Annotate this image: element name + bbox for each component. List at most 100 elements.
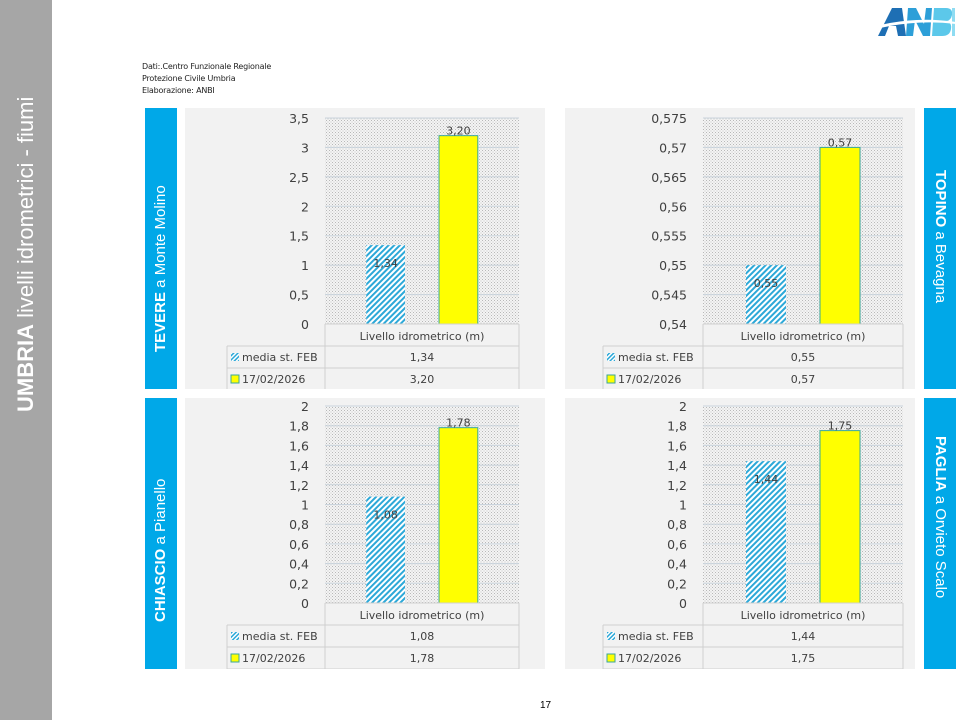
station-name: a Orvieto Scalo xyxy=(932,491,949,599)
legend-key-media-feb xyxy=(607,353,615,361)
chart-panel-paglia: 0 0,2 0,4 0,6 0,8 1 1,2 1,4 1,6 1,8 2 1,44 1,75 Livel… xyxy=(565,398,915,670)
data-label: 1,75 xyxy=(828,420,853,433)
river-name: TOPINO xyxy=(932,170,949,228)
chart-panel-tevere: 0 0,5 1 1,5 2 2,5 3 3,5 1,34 3,20 Livello idrometr… xyxy=(185,108,545,391)
river-name: CHIASCIO xyxy=(152,548,169,622)
y-tick-label: 0,2 xyxy=(667,576,687,591)
page-number: 17 xyxy=(540,700,552,711)
y-tick-label: 1 xyxy=(301,498,309,513)
y-tick-label: 0 xyxy=(301,596,309,611)
y-tick-label: 2 xyxy=(301,399,309,414)
slide-title-subject: livelli idrometrici - fiumi xyxy=(13,96,38,324)
category-label: Livello idrometrico (m) xyxy=(741,609,866,622)
legend-label: media st. FEB xyxy=(242,630,318,643)
legend-label: media st. FEB xyxy=(618,630,694,643)
legend-label: media st. FEB xyxy=(618,351,694,364)
plot-area xyxy=(703,118,903,324)
category-label: Livello idrometrico (m) xyxy=(741,330,866,343)
chart-panel-topino: 0,54 0,545 0,55 0,555 0,56 0,565 0,57 0,575 0,55… xyxy=(565,108,915,391)
y-tick-label: 0,6 xyxy=(289,537,309,552)
category-label: Livello idrometrico (m) xyxy=(360,609,485,622)
legend-label: media st. FEB xyxy=(242,351,318,364)
legend-label: 17/02/2026 xyxy=(242,652,305,665)
bar-media-feb xyxy=(366,245,405,324)
river-name: TEVERE xyxy=(152,291,169,352)
data-label: 1,78 xyxy=(446,417,471,430)
bar-date xyxy=(819,146,861,325)
legend-label: 17/02/2026 xyxy=(618,652,681,665)
data-label: 1,44 xyxy=(754,473,779,486)
data-label: 0,55 xyxy=(754,277,779,290)
legend-key-date xyxy=(606,653,616,663)
y-tick-label: 0,8 xyxy=(667,517,687,532)
y-tick-label: 0,2 xyxy=(289,576,309,591)
y-tick-label: 0,4 xyxy=(667,557,687,572)
y-tick-label: 0,6 xyxy=(667,537,687,552)
slide-title-region: UMBRIA xyxy=(13,324,38,412)
station-label-text: PAGLIA a Orvieto Scalo xyxy=(931,436,949,598)
bar-media-feb xyxy=(366,496,405,603)
table-value: 1,44 xyxy=(791,630,816,643)
table-value: 1,34 xyxy=(410,351,435,364)
y-tick-label: 3,5 xyxy=(289,111,309,126)
legend-key-media-feb xyxy=(231,353,239,361)
sidebar: UMBRIA livelli idrometrici - fiumi xyxy=(0,0,52,720)
source-line-1: Dati:.Centro Funzionale Regionale xyxy=(142,62,272,71)
station-name: a Monte Molino xyxy=(152,185,169,292)
y-tick-label: 1,4 xyxy=(289,458,309,473)
y-tick-label: 1,6 xyxy=(667,438,687,453)
y-tick-label: 1,2 xyxy=(289,478,309,493)
y-tick-label: 0 xyxy=(301,317,309,332)
legend-key-media-feb xyxy=(607,632,615,640)
bar-date xyxy=(819,430,861,604)
category-label: Livello idrometrico (m) xyxy=(360,330,485,343)
y-tick-label: 1,4 xyxy=(667,458,687,473)
table-value: 1,78 xyxy=(410,652,435,665)
logo-letter-a xyxy=(878,8,906,36)
y-tick-label: 1,8 xyxy=(289,419,309,434)
y-tick-label: 2,5 xyxy=(289,170,309,185)
bar-media-feb xyxy=(746,265,786,324)
y-tick-label: 0,8 xyxy=(289,517,309,532)
data-source: Dati:.Centro Funzionale Regionale Protez… xyxy=(142,61,271,97)
station-label-tevere: TEVERE a Monte Molino xyxy=(145,108,177,389)
legend-label: 17/02/2026 xyxy=(618,373,681,386)
data-label: 1,34 xyxy=(373,257,398,270)
legend-key-date xyxy=(230,374,240,384)
legend-key-date xyxy=(606,374,616,384)
river-name: PAGLIA xyxy=(932,436,949,492)
y-tick-label: 0,545 xyxy=(651,288,687,303)
legend-key-media-feb xyxy=(231,632,239,640)
table-value: 1,08 xyxy=(410,630,435,643)
station-label-text: TEVERE a Monte Molino xyxy=(152,185,170,352)
plot-area xyxy=(325,118,519,324)
legend-key-date xyxy=(230,653,240,663)
y-tick-label: 1 xyxy=(301,258,309,273)
logo-wave xyxy=(876,19,956,29)
y-tick-label: 0,575 xyxy=(651,111,687,126)
y-tick-label: 0,555 xyxy=(651,229,687,244)
station-name: a Bevagna xyxy=(932,227,949,304)
station-label-paglia: PAGLIA a Orvieto Scalo xyxy=(924,398,956,669)
y-tick-label: 0 xyxy=(679,596,687,611)
table-value: 3,20 xyxy=(410,373,435,386)
y-tick-label: 1,6 xyxy=(289,438,309,453)
y-tick-label: 1,8 xyxy=(667,419,687,434)
station-label-topino: TOPINO a Bevagna xyxy=(924,108,956,389)
y-tick-label: 0,57 xyxy=(659,140,687,155)
bar-date xyxy=(438,135,479,325)
y-tick-label: 1 xyxy=(679,498,687,513)
data-label: 0,57 xyxy=(828,136,853,149)
y-tick-label: 2 xyxy=(301,199,309,214)
y-tick-label: 0,54 xyxy=(659,317,687,332)
bar-media-feb xyxy=(746,461,786,603)
y-tick-label: 0,4 xyxy=(289,557,309,572)
y-tick-label: 0,565 xyxy=(651,170,687,185)
y-tick-label: 0,5 xyxy=(289,288,309,303)
station-name: a Pianello xyxy=(152,478,169,549)
source-line-3: Elaborazione: ANBI xyxy=(142,86,215,95)
slide-title: UMBRIA livelli idrometrici - fiumi xyxy=(12,97,40,412)
bar-date xyxy=(438,427,479,604)
y-tick-label: 1,2 xyxy=(667,478,687,493)
chart-panel-chiascio: 0 0,2 0,4 0,6 0,8 1 1,2 1,4 1,6 1,8 2 1,08 1,78 Livel… xyxy=(185,398,545,670)
